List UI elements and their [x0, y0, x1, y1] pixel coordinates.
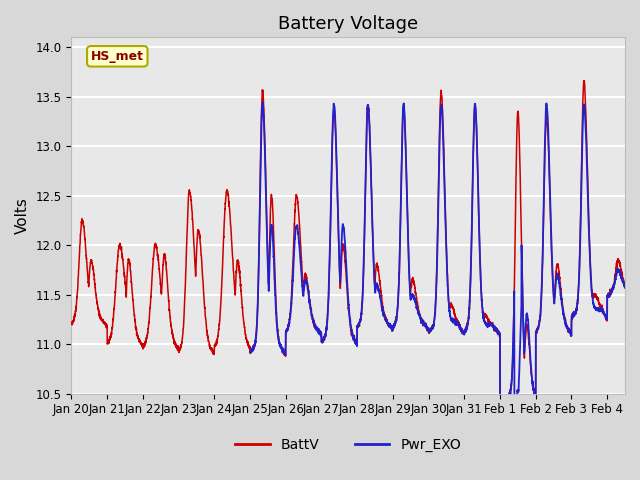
- Title: Battery Voltage: Battery Voltage: [278, 15, 419, 33]
- Legend: BattV, Pwr_EXO: BattV, Pwr_EXO: [230, 432, 467, 458]
- Text: HS_met: HS_met: [91, 50, 144, 63]
- Y-axis label: Volts: Volts: [15, 197, 30, 234]
